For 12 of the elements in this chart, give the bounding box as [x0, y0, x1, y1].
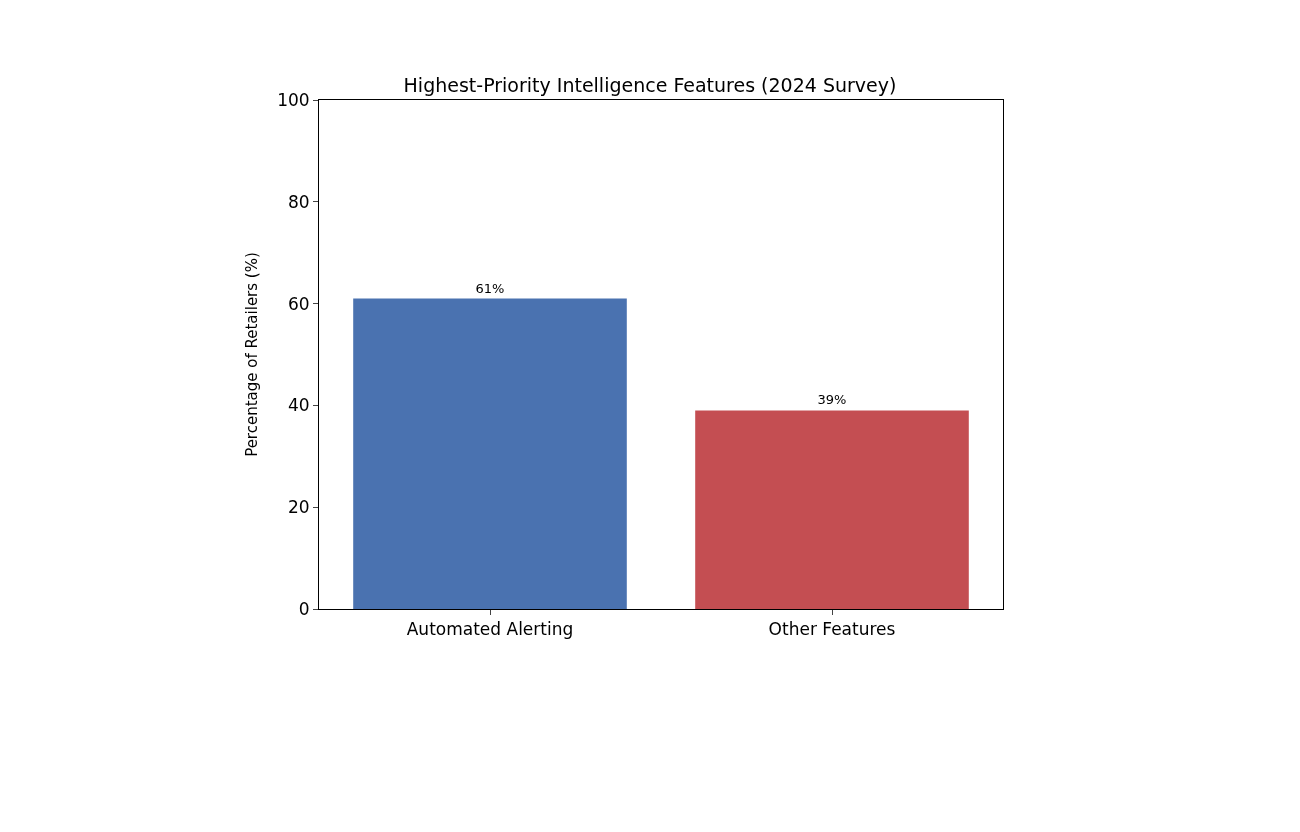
y-tick-label: 20 — [287, 497, 310, 518]
y-tick-label: 80 — [287, 191, 310, 212]
y-tick-label: 100 — [277, 89, 310, 110]
x-tick-label: Automated Alerting — [406, 619, 574, 640]
data-label: 39% — [817, 392, 847, 408]
y-axis-title: Percentage of Retailers (%) — [243, 252, 262, 457]
y-tick-label: 40 — [287, 395, 310, 416]
y-tick-label: 0 — [298, 598, 310, 619]
data-label: 61% — [475, 280, 505, 296]
y-tick-label: 60 — [287, 293, 310, 314]
chart-title: Highest-Priority Intelligence Features (2024 Survey) — [403, 74, 897, 96]
x-tick-label: Other Features — [768, 619, 896, 640]
